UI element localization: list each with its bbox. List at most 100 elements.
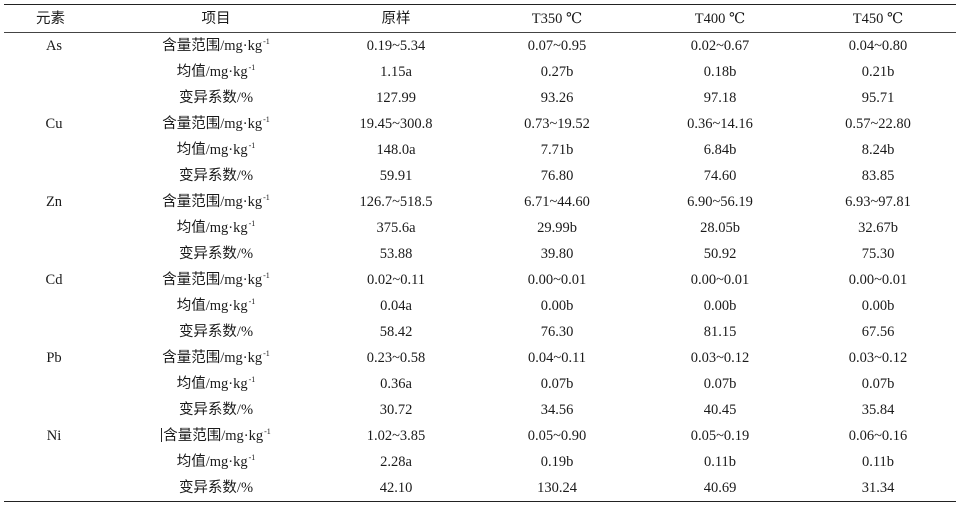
raw-value-cell: 19.45~300.8 (359, 116, 433, 132)
element-cell: Ni (46, 428, 62, 444)
t350-value-cell: 0.19b (540, 454, 574, 470)
item-cell: 变异系数/% (104, 475, 318, 501)
t450-value-cell: 31.34 (861, 480, 895, 496)
t400-value-cell: 0.18b (703, 64, 737, 80)
table-row: Zn 含量范围/mg·kg-1 126.7~518.5 6.71~44.60 6.90~… (4, 189, 956, 215)
header-raw: 原样 (381, 10, 411, 27)
t400-value-cell: 81.15 (703, 324, 737, 340)
t450-value-cell: 75.30 (861, 246, 895, 262)
item-cell: 含量范围/mg·kg-1 (104, 33, 318, 59)
t400-value-cell: 0.00~0.01 (690, 272, 750, 288)
table-row: 均值/mg·kg-1 148.0a 7.71b 6.84b 8.24b (4, 137, 956, 163)
unit-exponent: -1 (263, 37, 270, 46)
table-row: 均值/mg·kg-1 375.6a 29.99b 28.05b 32.67b (4, 215, 956, 241)
t450-value-cell: 0.57~22.80 (845, 116, 911, 132)
t450-value-cell: 0.03~0.12 (848, 350, 908, 366)
t350-value-cell: 0.05~0.90 (527, 428, 587, 444)
item-cell: 含量范围/mg·kg-1 (104, 423, 318, 449)
t350-value-cell: 7.71b (540, 142, 574, 158)
t400-value-cell: 0.00b (703, 298, 737, 314)
header-t450: T450 ℃ (852, 10, 904, 27)
t450-value-cell: 0.04~0.80 (848, 38, 908, 54)
table-row: Pb 含量范围/mg·kg-1 0.23~0.58 0.04~0.11 0.03~0.1… (4, 345, 956, 371)
t450-value-cell: 0.11b (861, 454, 895, 470)
text-cursor (161, 428, 163, 442)
t350-value-cell: 6.71~44.60 (524, 194, 590, 210)
element-cell: Zn (45, 194, 63, 210)
item-cell: 均值/mg·kg-1 (104, 371, 318, 397)
item-label: 均值/mg·kg (176, 64, 248, 80)
t350-value-cell: 29.99b (537, 220, 577, 236)
item-label: 均值/mg·kg (176, 376, 248, 392)
raw-value-cell: 30.72 (379, 402, 413, 418)
element-cell: Cd (45, 272, 63, 288)
unit-exponent: -1 (263, 193, 270, 202)
raw-value-cell: 0.19~5.34 (366, 38, 426, 54)
item-cell: 含量范围/mg·kg-1 (104, 189, 318, 215)
data-table: 元素 项目 原样 T350 ℃ T400 ℃ T450 ℃ As 含量范围/mg·… (4, 4, 956, 502)
t350-value-cell: 130.24 (537, 480, 577, 496)
unit-exponent: -1 (248, 63, 256, 72)
unit-exponent: -1 (248, 297, 256, 306)
table-row: 变异系数/% 53.88 39.80 50.92 75.30 (4, 241, 956, 267)
table-row: 均值/mg·kg-1 0.04a 0.00b 0.00b 0.00b (4, 293, 956, 319)
t350-value-cell: 39.80 (540, 246, 574, 262)
item-cell: 变异系数/% (104, 163, 318, 189)
t400-value-cell: 0.02~0.67 (690, 38, 750, 54)
item-label: 变异系数/% (178, 324, 254, 340)
unit-exponent: -1 (263, 349, 270, 358)
t400-value-cell: 28.05b (700, 220, 740, 236)
item-cell: 变异系数/% (104, 319, 318, 345)
t450-value-cell: 95.71 (861, 90, 895, 106)
raw-value-cell: 2.28a (380, 454, 412, 470)
table-header-rule (4, 32, 956, 33)
t450-value-cell: 35.84 (861, 402, 895, 418)
t350-value-cell: 76.80 (540, 168, 574, 184)
t400-value-cell: 97.18 (703, 90, 737, 106)
unit-exponent: -1 (263, 271, 270, 280)
t450-value-cell: 6.93~97.81 (845, 194, 911, 210)
t400-value-cell: 0.05~0.19 (690, 428, 750, 444)
t450-value-cell: 0.00~0.01 (848, 272, 908, 288)
t400-value-cell: 0.07b (703, 376, 737, 392)
element-cell: Pb (46, 350, 62, 366)
item-label: 变异系数/% (178, 168, 254, 184)
item-label: 含量范围/mg·kg (163, 428, 264, 444)
item-label: 均值/mg·kg (176, 454, 248, 470)
item-label: 变异系数/% (178, 480, 254, 496)
table-row: 均值/mg·kg-1 0.36a 0.07b 0.07b 0.07b (4, 371, 956, 397)
t400-value-cell: 6.90~56.19 (687, 194, 753, 210)
table-row: 均值/mg·kg-1 2.28a 0.19b 0.11b 0.11b (4, 449, 956, 475)
t350-value-cell: 0.04~0.11 (527, 350, 587, 366)
table-row: Ni 含量范围/mg·kg-1 1.02~3.85 0.05~0.90 0.05~0.1… (4, 423, 956, 449)
table-top-rule (4, 4, 956, 5)
item-cell: 均值/mg·kg-1 (104, 59, 318, 85)
header-item: 项目 (201, 10, 231, 27)
table-row: 均值/mg·kg-1 1.15a 0.27b 0.18b 0.21b (4, 59, 956, 85)
t400-value-cell: 0.03~0.12 (690, 350, 750, 366)
t400-value-cell: 6.84b (703, 142, 737, 158)
table-row: Cd 含量范围/mg·kg-1 0.02~0.11 0.00~0.01 0.00~0.0… (4, 267, 956, 293)
raw-value-cell: 127.99 (376, 90, 416, 106)
table-row: 变异系数/% 30.72 34.56 40.45 35.84 (4, 397, 956, 423)
unit-exponent: -1 (248, 453, 256, 462)
t450-value-cell: 67.56 (861, 324, 895, 340)
item-cell: 均值/mg·kg-1 (104, 215, 318, 241)
t450-value-cell: 32.67b (858, 220, 898, 236)
item-label: 变异系数/% (178, 402, 254, 418)
item-label: 均值/mg·kg (176, 220, 248, 236)
raw-value-cell: 148.0a (376, 142, 416, 158)
t450-value-cell: 0.21b (861, 64, 895, 80)
item-cell: 均值/mg·kg-1 (104, 137, 318, 163)
item-cell: 均值/mg·kg-1 (104, 293, 318, 319)
item-label: 含量范围/mg·kg (162, 116, 263, 132)
item-cell: 含量范围/mg·kg-1 (104, 111, 318, 137)
item-cell: 均值/mg·kg-1 (104, 449, 318, 475)
header-element: 元素 (36, 10, 65, 27)
raw-value-cell: 53.88 (379, 246, 413, 262)
raw-value-cell: 375.6a (376, 220, 416, 236)
item-label: 含量范围/mg·kg (162, 350, 263, 366)
item-cell: 变异系数/% (104, 397, 318, 423)
raw-value-cell: 0.36a (380, 376, 412, 392)
element-cell: As (45, 38, 63, 54)
